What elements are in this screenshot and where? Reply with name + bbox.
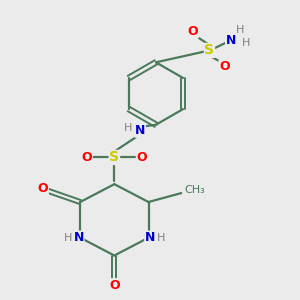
- Text: O: O: [38, 182, 48, 195]
- Text: N: N: [145, 231, 155, 244]
- Text: H: H: [157, 233, 165, 243]
- Text: O: O: [219, 60, 230, 73]
- Text: H: H: [124, 123, 132, 133]
- Text: S: S: [109, 150, 119, 164]
- Text: N: N: [74, 231, 84, 244]
- Text: H: H: [236, 25, 244, 34]
- Text: O: O: [188, 25, 198, 38]
- Text: CH₃: CH₃: [185, 185, 206, 195]
- Text: N: N: [226, 34, 236, 46]
- Text: O: O: [136, 151, 147, 164]
- Text: O: O: [82, 151, 92, 164]
- Text: H: H: [64, 233, 72, 243]
- Text: O: O: [109, 279, 120, 292]
- Text: S: S: [204, 44, 214, 57]
- Text: H: H: [242, 38, 250, 48]
- Text: N: N: [135, 124, 146, 137]
